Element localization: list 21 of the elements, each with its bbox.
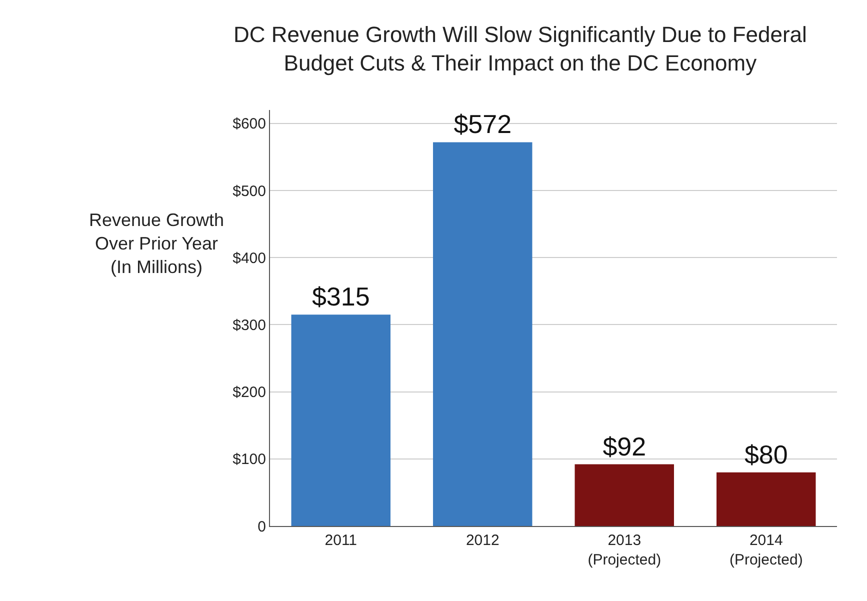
y-tick-label: $500 bbox=[232, 182, 266, 200]
bar bbox=[433, 142, 532, 526]
bar bbox=[716, 472, 816, 526]
data-label: $92 bbox=[602, 431, 646, 462]
y-tick-label: $400 bbox=[232, 250, 266, 267]
y-tick-label: 0 bbox=[258, 518, 266, 536]
x-tick-label: 2011 bbox=[324, 532, 358, 549]
y-tick-label: $100 bbox=[232, 451, 266, 468]
bar bbox=[574, 464, 674, 526]
y-tick-label: $200 bbox=[232, 384, 266, 402]
x-tick-label: 2013 (Projected) bbox=[588, 532, 662, 568]
chart-title: DC Revenue Growth Will Slow Significantly Due to Federal Budget Cuts & Their Impact on the DC Economy bbox=[233, 22, 807, 76]
data-label: $80 bbox=[744, 439, 788, 470]
y-axis-title: Revenue Growth Over Prior Year (In Millions) bbox=[89, 210, 224, 277]
data-label: $315 bbox=[312, 282, 370, 312]
bar bbox=[291, 314, 390, 526]
x-tick-label: 2014 (Projected) bbox=[729, 532, 803, 568]
y-tick-label: $300 bbox=[232, 316, 266, 334]
x-tick-label: 2012 bbox=[466, 532, 500, 549]
data-label: $572 bbox=[454, 109, 512, 140]
y-tick-label: $600 bbox=[232, 116, 266, 133]
